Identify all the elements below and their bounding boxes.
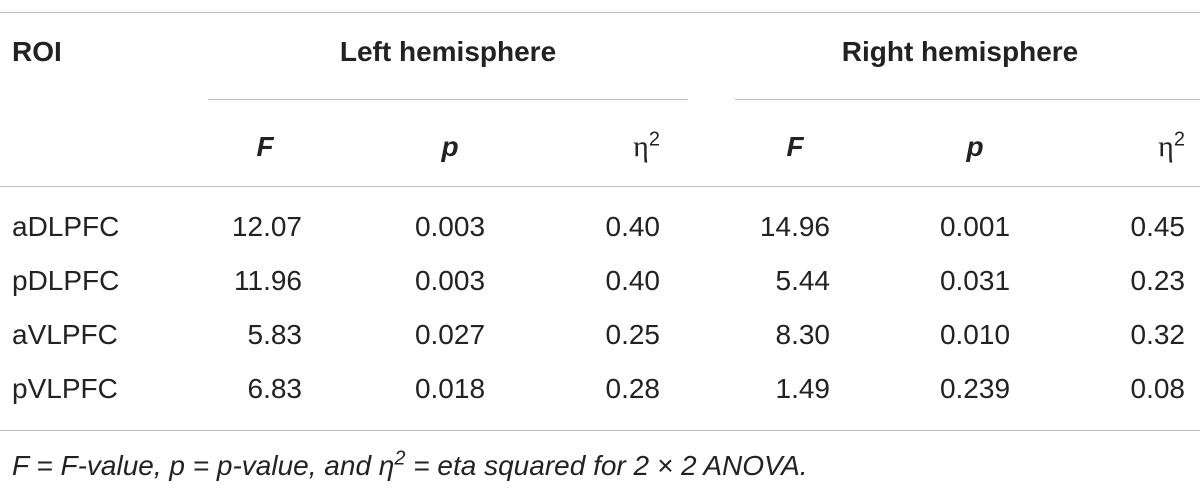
cell: 11.96 xyxy=(234,265,302,296)
subheader: p xyxy=(925,131,1025,163)
cell: 0.003 xyxy=(414,265,486,296)
subheader: η2 xyxy=(560,128,660,163)
cell: 0.40 xyxy=(605,211,661,242)
cell: 0.28 xyxy=(605,373,661,404)
subheader-sup: 2 xyxy=(1173,128,1185,151)
subheader: F xyxy=(215,131,315,163)
subheader-symbol: η xyxy=(1158,130,1174,163)
group-rule xyxy=(208,99,688,100)
cell: 0.010 xyxy=(939,319,1011,350)
subheader-symbol: F xyxy=(786,131,804,162)
footnote-text: = eta squared for 2 × 2 ANOVA. xyxy=(405,450,808,481)
cell: 0.45 xyxy=(1130,211,1186,242)
footnote-text: F = F-value, p = p-value, and η xyxy=(12,450,395,481)
cell: 8.30 xyxy=(775,319,831,350)
subheader-sup: 2 xyxy=(648,128,660,151)
cell: 14.96 xyxy=(759,211,830,242)
cell: 0.40 xyxy=(605,265,661,296)
subheader-symbol: F xyxy=(256,131,274,162)
cell: 0.031 xyxy=(939,265,1011,296)
group-header: Left hemisphere xyxy=(339,36,557,67)
row-label: pVLPFC xyxy=(12,373,118,404)
row-label: pDLPFC xyxy=(12,265,120,296)
subheader-symbol: η xyxy=(633,130,649,163)
cell: 0.08 xyxy=(1130,373,1186,404)
cell: 1.49 xyxy=(775,373,831,404)
cell: 0.018 xyxy=(414,373,486,404)
roi-header: ROI xyxy=(12,36,62,67)
subheader: F xyxy=(745,131,845,163)
rule-mid xyxy=(0,186,1200,187)
group-header: Right hemisphere xyxy=(841,36,1079,67)
subheader-symbol: p xyxy=(441,131,459,162)
row-label: aVLPFC xyxy=(12,319,118,350)
cell: 12.07 xyxy=(231,211,302,242)
cell: 0.001 xyxy=(939,211,1011,242)
cell: 0.25 xyxy=(605,319,661,350)
cell: 5.83 xyxy=(247,319,303,350)
cell: 0.239 xyxy=(939,373,1011,404)
row-label: aDLPFC xyxy=(12,211,120,242)
subheader: p xyxy=(400,131,500,163)
cell: 0.027 xyxy=(414,319,486,350)
cell: 0.003 xyxy=(414,211,486,242)
rule-bottom xyxy=(0,430,1200,431)
subheader: η2 xyxy=(1085,128,1185,163)
rule-top xyxy=(0,12,1200,13)
group-rule xyxy=(735,99,1200,100)
cell: 5.44 xyxy=(775,265,831,296)
footnote: F = F-value, p = p-value, and η2 = eta s… xyxy=(12,447,808,482)
cell: 6.83 xyxy=(247,373,303,404)
footnote-sup: 2 xyxy=(394,447,406,470)
subheader-symbol: p xyxy=(966,131,984,162)
cell: 0.32 xyxy=(1130,319,1186,350)
cell: 0.23 xyxy=(1130,265,1186,296)
